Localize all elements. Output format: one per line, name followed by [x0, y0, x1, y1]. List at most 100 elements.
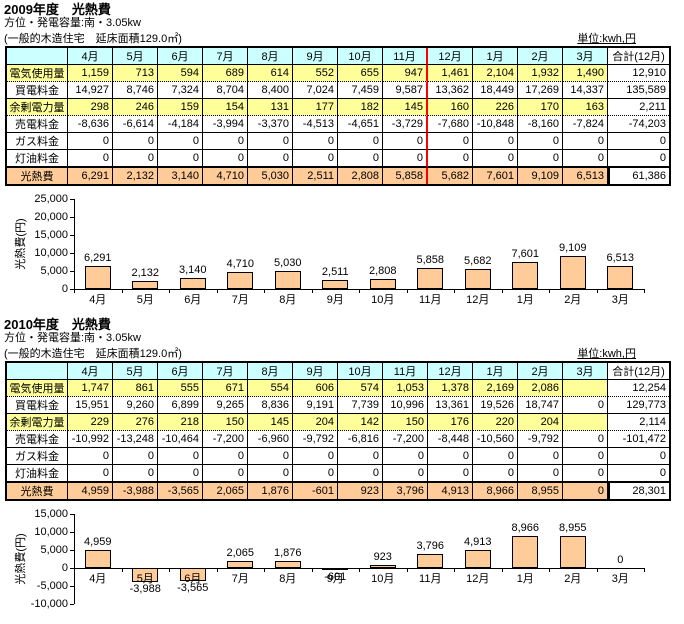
row-label: 余剰電力量: [7, 414, 68, 431]
y-axis-line: [74, 514, 75, 604]
bar: [322, 568, 349, 571]
x-axis-label: 12月: [466, 573, 490, 585]
section-2009: 2009年度 光熱費 方位・発電容量:南・3.05kw (一般的木造住宅 延床面…: [4, 2, 684, 309]
section-title: 2009年度 光熱費: [4, 2, 111, 17]
table-cell: 298: [68, 99, 113, 116]
table-cell: -6,960: [248, 431, 293, 448]
month-header: 5月: [113, 363, 158, 380]
table-cell: 7,024: [293, 82, 338, 99]
x-axis-tick: [121, 568, 123, 572]
table-cell: 0: [158, 465, 203, 483]
bar: [322, 279, 349, 289]
row-total-cell: 2,114: [608, 414, 669, 431]
table-cell: 163: [563, 99, 608, 116]
direction-capacity-line: 方位・発電容量:南・3.05kw: [4, 17, 141, 29]
bar: [369, 564, 396, 568]
table-cell: 0: [203, 150, 248, 168]
bar-value-label: 8,955: [558, 521, 587, 534]
table-cell: 0: [68, 150, 113, 168]
spec-row: (一般的木造住宅 延床面積129.0㎡) 単位:kwh,円: [4, 345, 680, 361]
table-cell: 6,291: [68, 168, 113, 184]
month-header: 12月: [428, 48, 473, 65]
y-tick-label: 15,000: [34, 229, 68, 241]
x-axis-tick: [216, 289, 218, 293]
table-cell: 0: [293, 465, 338, 483]
table-cell: 0: [68, 448, 113, 465]
table-cell: 923: [338, 483, 383, 499]
table-cell: 606: [293, 380, 338, 397]
unit-label: 単位:kwh,円: [577, 348, 636, 360]
y-axis-tick: [70, 235, 74, 236]
bar-value-label: 4,913: [463, 536, 492, 549]
x-axis-label: 4月: [89, 573, 107, 585]
table-row: ガス料金 0 0 0 0 0 0 0 0 0 0 0 0 0: [7, 448, 669, 465]
table-cell: 3,796: [383, 483, 428, 499]
table-cell: 1,159: [68, 65, 113, 82]
table-cell: 3,140: [158, 168, 203, 184]
table-row: 余剰電力量 229 276 218 150 145 204 142 150 176 220 204 2,…: [7, 414, 669, 431]
y-axis-line: [74, 199, 75, 289]
bar: [559, 535, 586, 568]
x-axis-tick: [596, 289, 598, 293]
table-header-row: 4月 5月 6月 7月 8月 9月 10月 11月 12月 1月 2月 3月 合計(12月): [7, 363, 669, 380]
x-axis-tick: [406, 289, 408, 293]
y-axis-title: 光熱費(円): [15, 218, 27, 270]
bar-value-label: 2,808: [368, 264, 397, 277]
x-axis-tick: [264, 568, 265, 572]
row-label: 光熱費: [7, 483, 68, 499]
month-header: 11月: [383, 48, 428, 65]
x-axis-tick: [74, 289, 75, 293]
x-axis-label: 1月: [516, 294, 534, 306]
table-cell: 1,932: [518, 65, 563, 82]
table-cell: 150: [203, 414, 248, 431]
table-cell: 0: [563, 133, 608, 150]
table-row: 灯油料金 0 0 0 0 0 0 0 0 0 0 0 0 0: [7, 465, 669, 483]
table-cell: 6,899: [158, 397, 203, 414]
table-row: 余剰電力量 298 246 159 154 131 177 182 145 160 226 170 16…: [7, 99, 669, 116]
table-cell: 0: [158, 448, 203, 465]
bar-value-label: 7,601: [511, 247, 540, 260]
corner-cell: [7, 48, 68, 65]
row-total-cell: 28,301: [608, 483, 669, 499]
total-header: 合計(12月): [608, 363, 669, 380]
x-axis-tick: [596, 568, 598, 572]
table-cell: 5,030: [248, 168, 293, 184]
table-cell: 0: [563, 483, 608, 499]
bar: [227, 560, 254, 568]
table-cell: 14,927: [68, 82, 113, 99]
table-cell: 0: [248, 448, 293, 465]
table-cell: 0: [338, 150, 383, 168]
row-total-cell: 0: [608, 150, 669, 168]
table-cell: 0: [383, 465, 428, 483]
table-cell: 0: [518, 448, 563, 465]
table-cell: 0: [248, 150, 293, 168]
cost-chart-2009: 0 5,000 10,000 15,000 20,000 25,000 6,291 4月 2,1…: [4, 191, 684, 309]
bar: [274, 561, 301, 568]
x-axis-tick: [169, 289, 170, 293]
table-cell: 6,513: [563, 168, 608, 184]
x-axis-label: 5月: [136, 294, 154, 306]
table-cell: 4,913: [428, 483, 473, 499]
bar: [179, 277, 206, 289]
table-cell: 555: [158, 380, 203, 397]
table-cell: 142: [338, 414, 383, 431]
table-cell: 0: [428, 133, 473, 150]
table-cell: 0: [248, 465, 293, 483]
table-cell: 0: [158, 133, 203, 150]
table-cell: 1,053: [383, 380, 428, 397]
x-axis-label: 3月: [611, 294, 629, 306]
table-cell: 154: [203, 99, 248, 116]
cost-chart-2010: -10,000 -5,000 0 5,000 10,000 15,000 4,959 4月 -3…: [4, 506, 684, 624]
table-cell: 229: [68, 414, 113, 431]
unit-label: 単位:kwh,円: [577, 33, 636, 45]
table-cell: 4,710: [203, 168, 248, 184]
table-cell: 554: [248, 380, 293, 397]
table-cell: 0: [293, 150, 338, 168]
x-axis-label: 10月: [371, 573, 395, 585]
table-cell: 2,169: [473, 380, 518, 397]
table-cell: -3,565: [158, 483, 203, 499]
table-cell: 204: [518, 414, 563, 431]
row-total-cell: 0: [608, 133, 669, 150]
table-cell: -4,513: [293, 116, 338, 133]
month-header: 5月: [113, 48, 158, 65]
